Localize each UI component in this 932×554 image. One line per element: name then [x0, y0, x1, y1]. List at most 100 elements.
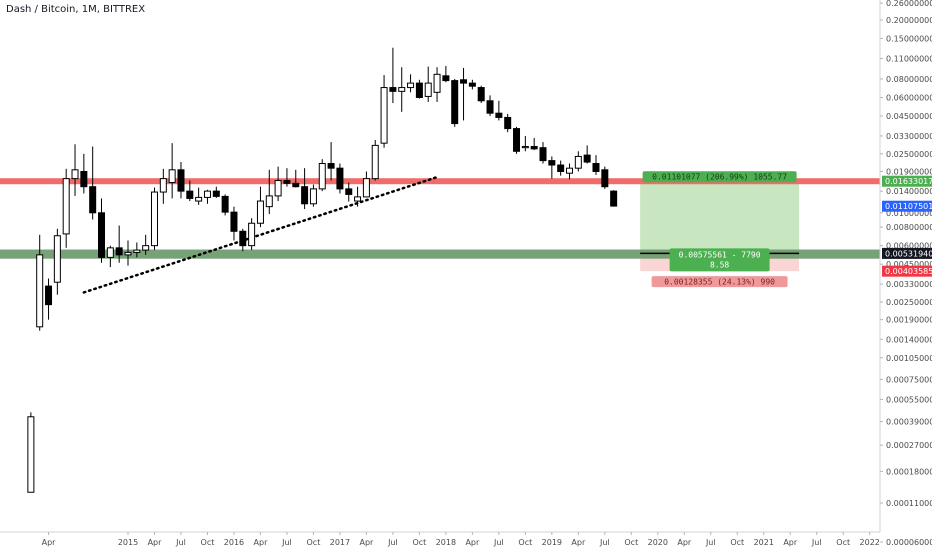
candle-body	[45, 285, 53, 306]
candle-body	[442, 75, 450, 82]
candle-body	[71, 169, 79, 180]
candle-body	[186, 190, 194, 199]
x-tick-label: Oct	[201, 538, 215, 547]
candle-body	[301, 186, 309, 205]
candle-body	[530, 146, 538, 150]
candle-body	[318, 163, 326, 190]
candle-body	[98, 212, 106, 258]
candle-body	[168, 169, 176, 184]
y-tick-label: 0.00011000	[886, 499, 932, 508]
y-tick-label: 0.02500000	[886, 150, 932, 159]
candle-body	[195, 196, 203, 202]
y-tick-label: 0.11000000	[886, 54, 932, 63]
candle-body	[424, 82, 432, 97]
x-tick-label: Jul	[811, 538, 822, 547]
x-tick-label: Jul	[493, 538, 504, 547]
candle-body	[159, 178, 167, 193]
y-tick-label: 0.00600000	[886, 242, 932, 251]
candle-body	[221, 195, 229, 213]
candle-body	[265, 195, 273, 208]
candle-body	[566, 167, 573, 174]
candle-body	[504, 116, 512, 130]
candle-body	[398, 87, 406, 92]
entry-label-box	[669, 248, 770, 272]
x-tick-label: Oct	[624, 538, 638, 547]
candle-body	[230, 211, 238, 232]
y-tick-label: 0.00027000	[886, 441, 932, 450]
x-tick-label: 2019	[542, 538, 562, 547]
candle-body	[521, 146, 529, 149]
x-tick-label: Oct	[307, 538, 321, 547]
candle-body	[150, 191, 158, 247]
candle-body	[433, 73, 441, 93]
candle-body	[592, 163, 600, 172]
candle-body	[495, 112, 503, 118]
price-tag-box	[882, 200, 932, 212]
price-tag-label: 0.00403585	[885, 267, 932, 276]
candle-body	[557, 164, 565, 172]
candle-body	[177, 169, 185, 192]
target-zone	[640, 181, 800, 254]
candle-body	[513, 128, 521, 152]
x-tick-label: 2022	[860, 538, 880, 547]
candle-body	[89, 186, 97, 214]
x-tick-label: Jul	[599, 538, 610, 547]
candle-body	[371, 144, 379, 180]
candle-body	[345, 188, 353, 195]
x-tick-label: 2018	[436, 538, 456, 547]
y-tick-label: 0.04500000	[886, 112, 932, 121]
y-tick-label: 0.00800000	[886, 223, 932, 232]
candle-body	[133, 249, 141, 253]
y-tick-label: 0.00190000	[886, 316, 932, 325]
x-tick-label: 2016	[224, 538, 244, 547]
x-tick-label: 2015	[118, 538, 138, 547]
candle-body	[27, 416, 35, 493]
price-tag-label: 0.01107501	[885, 202, 932, 211]
candle-body	[610, 190, 618, 207]
y-tick-label: 0.01000000	[886, 209, 932, 218]
y-tick-label: 0.01400000	[886, 187, 932, 196]
candle-body	[142, 245, 150, 251]
candle-body	[362, 178, 370, 198]
candle-body	[451, 80, 459, 125]
y-tick-label: 0.00250000	[886, 298, 932, 307]
candle-body	[327, 163, 335, 169]
x-tick-label: Apr	[571, 538, 586, 547]
candle-body	[477, 87, 485, 102]
candle-body	[106, 247, 114, 258]
x-tick-label: Oct	[836, 538, 850, 547]
x-tick-label: Apr	[677, 538, 692, 547]
candle-body	[354, 196, 362, 202]
x-tick-label: Apr	[42, 538, 57, 547]
y-tick-label: 0.00018000	[886, 467, 932, 476]
candle-body	[380, 87, 388, 144]
x-tick-label: Apr	[254, 538, 269, 547]
y-tick-label: 0.00039000	[886, 418, 932, 427]
profit-label-box	[642, 171, 797, 183]
y-tick-label: 0.15000000	[886, 35, 932, 44]
y-tick-label: 0.08000000	[886, 75, 932, 84]
y-tick-label: 0.26000000	[886, 0, 932, 8]
y-tick-label: 0.01900000	[886, 167, 932, 176]
candle-body	[539, 147, 547, 162]
y-tick-label: 0.06000000	[886, 93, 932, 102]
stop-label-box	[651, 276, 788, 288]
candle-body	[574, 155, 582, 169]
trendline	[82, 175, 439, 294]
profit-label: 0.01101077 (206.99%) 1055.77	[652, 173, 787, 182]
x-tick-label: Apr	[359, 538, 374, 547]
candle-body	[256, 200, 264, 224]
entry-label-line1: 0.00575561 - 7790	[679, 250, 761, 259]
candle-body	[548, 160, 556, 166]
x-tick-label: Jul	[281, 538, 292, 547]
y-tick-label: 0.20000000	[886, 16, 932, 25]
candle-body	[583, 154, 591, 163]
candle-body	[203, 190, 211, 198]
candle-body	[283, 180, 291, 184]
candle-body	[407, 82, 415, 89]
candle-body	[601, 169, 609, 188]
candle-body	[124, 251, 132, 256]
